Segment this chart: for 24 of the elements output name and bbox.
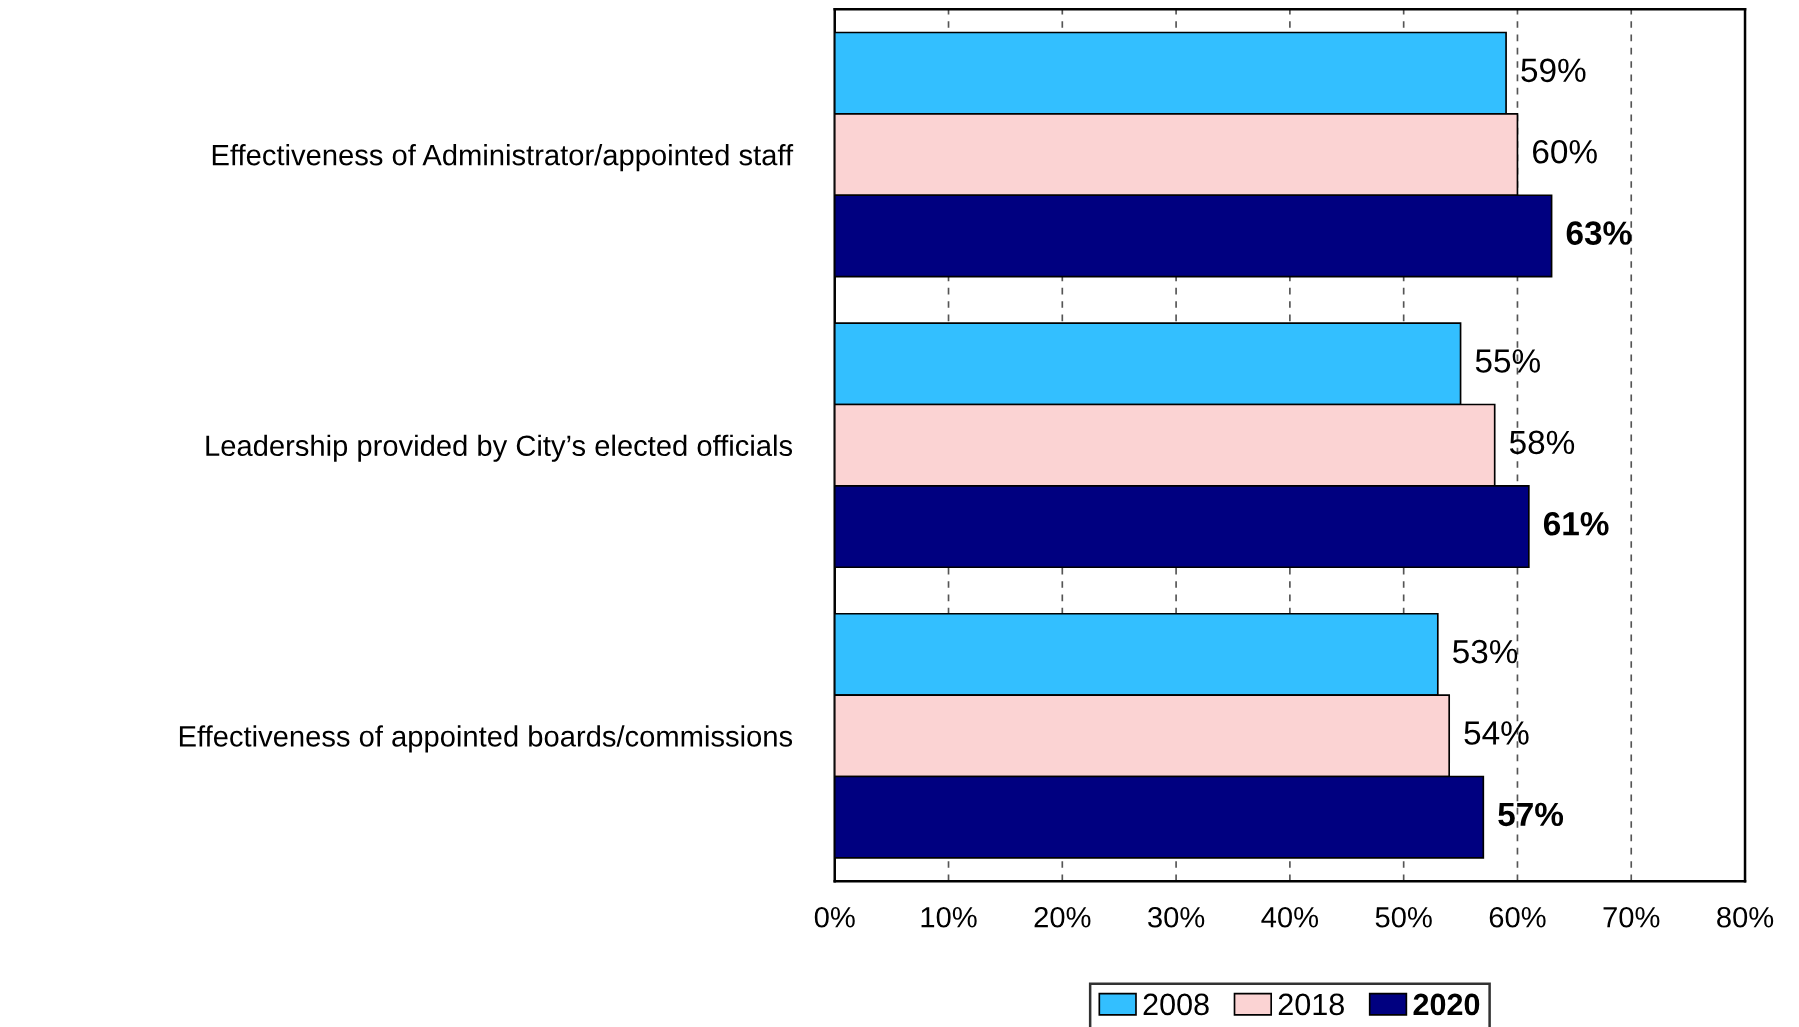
legend-label: 2020 [1413, 993, 1480, 1016]
y-tick-label: Effectiveness of Administrator/appointed staff [212, 144, 794, 172]
x-tick-label: 0% [814, 906, 855, 928]
x-tick-label: 30% [1148, 906, 1205, 928]
x-tick-label: 70% [1603, 906, 1660, 928]
x-tick-label: 50% [1375, 906, 1432, 928]
x-tick-label: 60% [1489, 906, 1546, 928]
data-label: 53% [1453, 639, 1518, 664]
x-tick-label: 20% [1034, 906, 1091, 928]
data-label: 58% [1509, 430, 1575, 455]
data-label: 59% [1521, 58, 1586, 83]
data-label: 55% [1475, 349, 1540, 373]
data-label: 61% [1543, 511, 1609, 536]
y-tick-label: Leadership provided by City’s elected officials [206, 434, 793, 462]
data-label: 60% [1533, 139, 1597, 164]
data-label: 54% [1464, 721, 1529, 745]
data-label: 57% [1498, 802, 1564, 827]
x-tick-label: 40% [1261, 906, 1319, 928]
x-tick-label: 80% [1717, 906, 1774, 928]
data-label: 63% [1566, 221, 1632, 245]
legend-label: 2018 [1278, 993, 1344, 1016]
x-tick-label: 10% [921, 906, 977, 928]
legend-label: 2008 [1143, 993, 1209, 1016]
y-tick-label: Effectiveness of appointed boards/commissions [179, 725, 793, 753]
